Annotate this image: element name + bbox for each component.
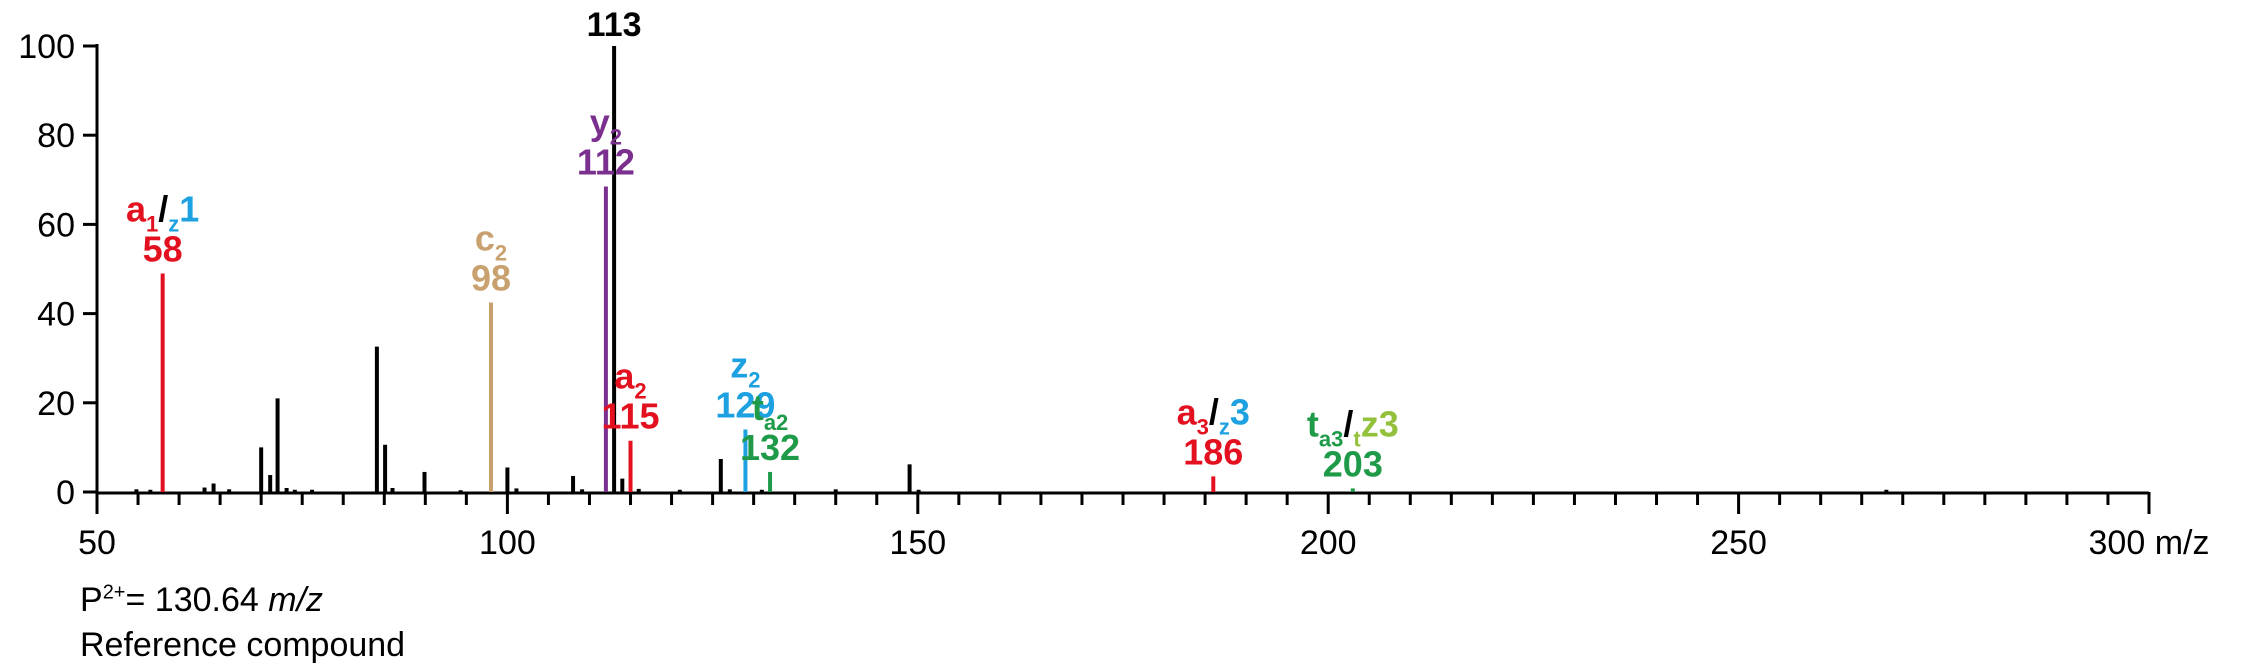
y-tick-label: 20 <box>37 385 75 423</box>
base-peak-label: 113 <box>587 6 642 44</box>
ion-subscript: 2 <box>610 124 622 149</box>
ion-label: a2 <box>614 356 646 404</box>
ion-name: y <box>590 101 610 142</box>
ion-name: a <box>126 188 147 229</box>
x-tick-label: 250 <box>1710 524 1767 562</box>
ion-label: c2 <box>475 217 507 265</box>
precursor-unit: m/z <box>268 581 324 619</box>
precursor-caption: P2+= 130.64 m/z <box>80 580 323 620</box>
ion-name: / <box>1209 391 1219 432</box>
ion-subscript: 2 <box>634 379 646 404</box>
y-tick-label: 40 <box>37 296 75 334</box>
precursor-value: = 130.64 <box>125 581 269 619</box>
compound-caption: Reference compound <box>80 626 406 664</box>
ion-label: z2 <box>730 345 760 393</box>
ion-subscript: 2 <box>748 368 760 393</box>
peak-mz-label: 132 <box>740 427 800 468</box>
ion-name: 3 <box>1230 391 1250 432</box>
peak-mz-label: 203 <box>1323 443 1383 484</box>
x-tick-label: 50 <box>78 524 116 562</box>
x-tick-label: 150 <box>889 524 946 562</box>
axes: 50 100 150 200 250 300 m/z 0 20 40 60 80 100 <box>18 28 2209 562</box>
ion-name: c <box>475 217 495 258</box>
peak-mz-label: 129 <box>715 385 775 426</box>
ion-subscript: t <box>1353 426 1361 451</box>
ion-name: / <box>158 188 168 229</box>
peak-mz-label: 115 <box>601 396 659 437</box>
y-tick-label: 60 <box>37 206 75 244</box>
ion-name: 1 <box>179 188 199 229</box>
peak-mz-label: 58 <box>143 228 183 269</box>
ion-subscript: a2 <box>764 410 788 435</box>
peak-mz-label: 186 <box>1183 431 1243 472</box>
ion-label: ta3/tz3 <box>1307 403 1399 451</box>
ion-label: y2 <box>590 101 622 149</box>
ion-subscript: 3 <box>1197 414 1209 439</box>
ion-subscript: z <box>168 211 179 236</box>
precursor-charge: 2+ <box>102 581 126 604</box>
ion-name: z3 <box>1361 403 1399 444</box>
ion-name: t <box>1307 403 1319 444</box>
ion-subscript: a3 <box>1319 426 1343 451</box>
ion-subscript: 2 <box>495 240 507 265</box>
x-tick-label: 200 <box>1300 524 1357 562</box>
ion-subscript: 1 <box>146 211 158 236</box>
peak-mz-label: 98 <box>471 257 511 298</box>
y-tick-label: 80 <box>37 117 75 155</box>
ion-name: t <box>752 387 764 428</box>
precursor-symbol: P <box>80 581 103 619</box>
ion-subscript: z <box>1219 414 1230 439</box>
y-tick-label: 100 <box>18 28 75 66</box>
ion-label: a1/z1 <box>126 188 199 236</box>
x-tick-label: 100 <box>479 524 536 562</box>
ion-label: ta2 <box>752 387 788 435</box>
ion-label: a3/z3 <box>1177 391 1250 439</box>
peaks <box>134 46 1889 492</box>
x-tick-label: 300 m/z <box>2089 524 2210 562</box>
peak-mz-label: 112 <box>577 141 635 182</box>
y-tick-label: 0 <box>56 474 75 512</box>
ion-name: z <box>730 345 748 386</box>
ion-name: / <box>1343 403 1353 444</box>
ion-name: a <box>1177 391 1198 432</box>
ion-name: a <box>614 356 635 397</box>
